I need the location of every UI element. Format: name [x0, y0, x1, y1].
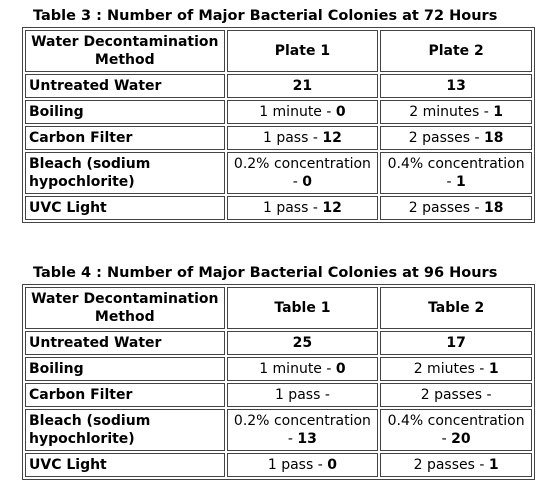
table-row: Boiling 1 minute - 0 2 minutes - 1 — [25, 100, 532, 124]
cell-value: 1 pass - — [226, 383, 379, 407]
table-row: Boiling 1 minute - 0 2 miutes - 1 — [25, 357, 532, 381]
table-row: Carbon Filter 1 pass - 12 2 passes - 18 — [25, 126, 532, 150]
cell-value: 2 miutes - 1 — [380, 357, 532, 381]
row-label: Boiling — [25, 100, 225, 124]
column-header-table-1: Table 1 — [226, 287, 379, 329]
cell-value: 0.2% concentration - 13 — [226, 409, 379, 451]
table-row: Bleach (sodium hypochlorite) 0.2% concen… — [25, 409, 532, 451]
cell-value: 2 passes - 18 — [380, 196, 532, 220]
row-label: Bleach (sodium hypochlorite) — [25, 409, 225, 451]
table-row: UVC Light 1 pass - 0 2 passes - 1 — [25, 453, 532, 477]
cell-value: 2 passes - 1 — [380, 453, 532, 477]
row-label: UVC Light — [25, 196, 225, 220]
table-3-block: Table 3 : Number of Major Bacterial Colo… — [22, 8, 535, 223]
row-label: Boiling — [25, 357, 225, 381]
table-header-row: Water Decontamination Method Table 1 Tab… — [25, 287, 532, 329]
cell-value: 2 minutes - 1 — [380, 100, 532, 124]
row-label: Carbon Filter — [25, 383, 225, 407]
cell-value: 0.4% concentration - 1 — [380, 152, 532, 194]
cell-value: 17 — [380, 331, 532, 355]
table-row: Bleach (sodium hypochlorite) 0.2% concen… — [25, 152, 532, 194]
row-label: Untreated Water — [25, 331, 225, 355]
table-row: Carbon Filter 1 pass - 2 passes - — [25, 383, 532, 407]
row-label: Bleach (sodium hypochlorite) — [25, 152, 225, 194]
table-row: Untreated Water 21 13 — [25, 74, 532, 98]
table-4: Water Decontamination Method Table 1 Tab… — [22, 284, 535, 480]
cell-value: 2 passes - 18 — [380, 126, 532, 150]
cell-value: 13 — [380, 74, 532, 98]
row-label: UVC Light — [25, 453, 225, 477]
cell-value: 1 minute - 0 — [226, 100, 379, 124]
cell-value: 25 — [226, 331, 379, 355]
cell-value: 1 minute - 0 — [226, 357, 379, 381]
table-row: Untreated Water 25 17 — [25, 331, 532, 355]
cell-value: 1 pass - 12 — [226, 196, 379, 220]
table-row: UVC Light 1 pass - 12 2 passes - 18 — [25, 196, 532, 220]
row-label: Untreated Water — [25, 74, 225, 98]
table-3-caption: Table 3 : Number of Major Bacterial Colo… — [33, 8, 498, 24]
cell-value: 2 passes - — [380, 383, 532, 407]
column-header-plate-1: Plate 1 — [226, 30, 379, 72]
column-header-method: Water Decontamination Method — [25, 30, 225, 72]
cell-value: 1 pass - 12 — [226, 126, 379, 150]
table-4-caption: Table 4 : Number of Major Bacterial Colo… — [33, 265, 498, 281]
column-header-plate-2: Plate 2 — [380, 30, 532, 72]
table-header-row: Water Decontamination Method Plate 1 Pla… — [25, 30, 532, 72]
cell-value: 0.2% concentration - 0 — [226, 152, 379, 194]
column-header-method: Water Decontamination Method — [25, 287, 225, 329]
cell-value: 0.4% concentration - 20 — [380, 409, 532, 451]
column-header-table-2: Table 2 — [380, 287, 532, 329]
cell-value: 21 — [226, 74, 379, 98]
table-4-block: Table 4 : Number of Major Bacterial Colo… — [22, 265, 535, 480]
cell-value: 1 pass - 0 — [226, 453, 379, 477]
row-label: Carbon Filter — [25, 126, 225, 150]
table-3: Water Decontamination Method Plate 1 Pla… — [22, 27, 535, 223]
